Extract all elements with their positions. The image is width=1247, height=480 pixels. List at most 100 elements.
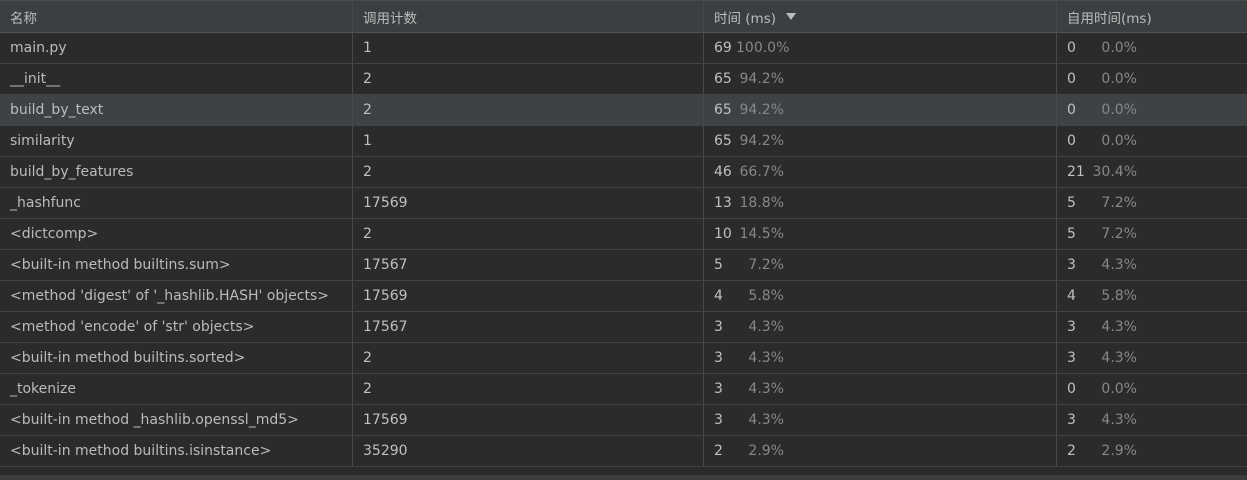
cell-call-count: 17569 [353,281,704,311]
total-time-value: 5 [714,257,723,273]
cell-own-time: 0 0.0% [1057,95,1247,125]
total-time-value: 4 [714,288,723,304]
table-row[interactable]: _hashfunc 17569 13 18.8% 5 7.2% [0,188,1247,219]
own-time-value: 3 [1067,412,1076,428]
function-name: main.py [10,40,67,56]
cell-function-name: <built-in method _hashlib.openssl_md5> [0,405,353,435]
table-row[interactable]: main.py 1 69 100.0% 0 0.0% [0,33,1247,64]
own-time-percent: 4.3% [1101,257,1137,273]
column-header-own-time-label: 自用时间(ms) [1067,10,1152,27]
own-time-percent: 30.4% [1092,164,1137,180]
sort-down-icon [786,13,797,20]
cell-total-time: 65 94.2% [704,64,1057,94]
own-time-percent: 0.0% [1101,102,1137,118]
cell-function-name: <dictcomp> [0,219,353,249]
cell-total-time: 2 2.9% [704,436,1057,466]
total-time-value: 13 [714,195,732,211]
cell-function-name: similarity [0,126,353,156]
total-time-percent: 5.8% [748,288,784,304]
cell-own-time: 0 0.0% [1057,374,1247,404]
table-row[interactable]: _tokenize 2 3 4.3% 0 0.0% [0,374,1247,405]
own-time-value: 21 [1067,164,1085,180]
cell-own-time: 0 0.0% [1057,33,1247,63]
cell-total-time: 65 94.2% [704,95,1057,125]
own-time-percent: 0.0% [1101,381,1137,397]
table-row[interactable]: <method 'encode' of 'str' objects> 17567 3… [0,312,1247,343]
cell-total-time: 3 4.3% [704,374,1057,404]
cell-own-time: 3 4.3% [1057,312,1247,342]
cell-function-name: _hashfunc [0,188,353,218]
table-row[interactable]: <built-in method builtins.sorted> 2 3 4.3% 3… [0,343,1247,374]
function-name: <method 'digest' of '_hashlib.HASH' obje… [10,288,329,304]
table-row[interactable]: similarity 1 65 94.2% 0 0.0% [0,126,1247,157]
own-time-value: 0 [1067,71,1076,87]
call-count: 17567 [363,257,408,273]
call-count: 17569 [363,288,408,304]
table-row[interactable]: build_by_text 2 65 94.2% 0 0.0% [0,95,1247,126]
table-row[interactable]: build_by_features 2 46 66.7% 21 30.4% [0,157,1247,188]
cell-total-time: 3 4.3% [704,312,1057,342]
function-name: <built-in method builtins.isinstance> [10,443,272,459]
total-time-percent: 4.3% [748,381,784,397]
own-time-percent: 4.3% [1101,412,1137,428]
call-count: 2 [363,164,372,180]
function-name: <built-in method _hashlib.openssl_md5> [10,412,299,428]
table-body: main.py 1 69 100.0% 0 0.0% __init__ 2 65 94.2% 0 0.… [0,33,1247,467]
own-time-percent: 0.0% [1101,40,1137,56]
cell-total-time: 65 94.2% [704,126,1057,156]
table-row[interactable]: <dictcomp> 2 10 14.5% 5 7.2% [0,219,1247,250]
total-time-percent: 4.3% [748,412,784,428]
total-time-value: 65 [714,102,732,118]
total-time-value: 69 [714,40,732,56]
call-count: 1 [363,40,372,56]
column-header-own-time[interactable]: 自用时间(ms) [1057,1,1247,32]
table-row[interactable]: <built-in method builtins.isinstance> 352… [0,436,1247,467]
cell-function-name: main.py [0,33,353,63]
total-time-percent: 18.8% [739,195,784,211]
function-name: <built-in method builtins.sorted> [10,350,246,366]
cell-total-time: 13 18.8% [704,188,1057,218]
cell-own-time: 0 0.0% [1057,64,1247,94]
cell-function-name: build_by_text [0,95,353,125]
table-row[interactable]: <built-in method _hashlib.openssl_md5> 17… [0,405,1247,436]
column-header-time[interactable]: 时间 (ms) [704,1,1057,32]
table-row[interactable]: __init__ 2 65 94.2% 0 0.0% [0,64,1247,95]
own-time-value: 0 [1067,40,1076,56]
table-row[interactable]: <method 'digest' of '_hashlib.HASH' obje… [0,281,1247,312]
cell-call-count: 35290 [353,436,704,466]
call-count: 2 [363,226,372,242]
own-time-percent: 2.9% [1101,443,1137,459]
cell-total-time: 3 4.3% [704,343,1057,373]
function-name: build_by_text [10,102,104,118]
cell-total-time: 69 100.0% [704,33,1057,63]
function-name: _tokenize [10,381,77,397]
total-time-value: 65 [714,71,732,87]
total-time-percent: 7.2% [748,257,784,273]
total-time-percent: 94.2% [739,71,784,87]
own-time-value: 0 [1067,381,1076,397]
table-header: 名称 调用计数 时间 (ms) 自用时间(ms) [0,1,1247,33]
column-header-name[interactable]: 名称 [0,1,353,32]
cell-function-name: <built-in method builtins.sorted> [0,343,353,373]
own-time-percent: 0.0% [1101,71,1137,87]
total-time-value: 65 [714,133,732,149]
total-time-percent: 94.2% [739,133,784,149]
total-time-percent: 4.3% [748,319,784,335]
table-row[interactable]: <built-in method builtins.sum> 17567 5 7.2%… [0,250,1247,281]
own-time-value: 5 [1067,195,1076,211]
cell-function-name: <built-in method builtins.sum> [0,250,353,280]
cell-call-count: 2 [353,64,704,94]
column-header-calls[interactable]: 调用计数 [353,1,704,32]
call-count: 17569 [363,412,408,428]
horizontal-scrollbar[interactable] [0,475,1247,480]
own-time-percent: 0.0% [1101,133,1137,149]
function-name: <built-in method builtins.sum> [10,257,231,273]
own-time-value: 3 [1067,350,1076,366]
cell-call-count: 17567 [353,312,704,342]
cell-own-time: 5 7.2% [1057,219,1247,249]
cell-call-count: 2 [353,95,704,125]
cell-own-time: 21 30.4% [1057,157,1247,187]
cell-own-time: 3 4.3% [1057,250,1247,280]
cell-own-time: 0 0.0% [1057,126,1247,156]
